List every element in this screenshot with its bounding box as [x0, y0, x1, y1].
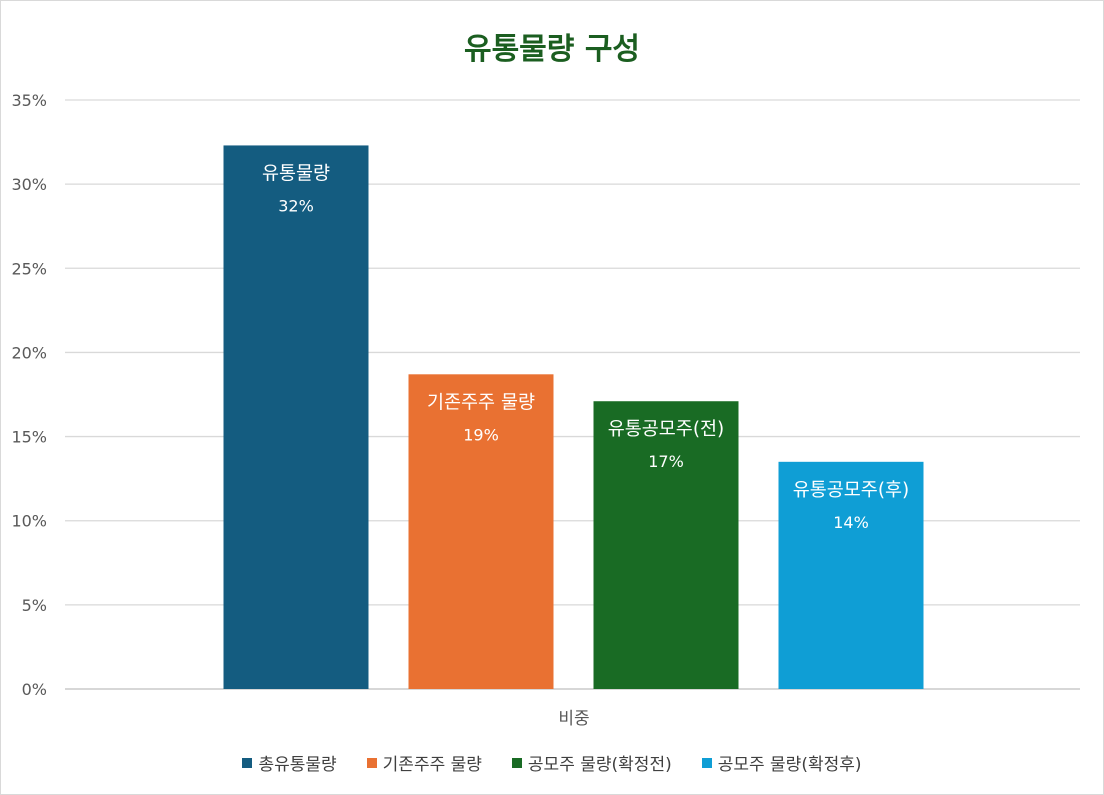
legend-swatch [511, 757, 522, 768]
bar-value-label: 32% [278, 196, 314, 215]
y-tick-label: 35% [11, 91, 47, 110]
bar-1 [223, 145, 369, 690]
legend-label: 공모주 물량(확정전) [527, 755, 672, 775]
bar-value-label: 14% [833, 513, 869, 532]
legend: 총유통물량 기존주주 물량 공모주 물량(확정전) 공모주 물량(확정후) [0, 750, 1104, 775]
x-category-label: 비중 [558, 709, 590, 729]
legend-item: 공모주 물량(확정후) [701, 750, 862, 775]
chart-title: 유통물량 구성 [463, 32, 641, 67]
legend-item: 기존주주 물량 [366, 750, 482, 775]
legend-swatch [242, 757, 253, 768]
y-tick-label: 30% [11, 175, 47, 194]
bar-label: 유통공모주(후) [793, 480, 910, 501]
bar-2 [408, 374, 554, 689]
legend-label: 총유통물량 [258, 755, 337, 775]
legend-swatch [366, 757, 377, 768]
bar-label: 기존주주 물량 [427, 392, 535, 413]
legend-item: 총유통물량 [242, 750, 337, 775]
bar-label: 유통물량 [262, 163, 330, 184]
y-tick-label: 0% [22, 680, 47, 699]
bar-3 [593, 401, 739, 689]
legend-label: 공모주 물량(확정후) [717, 755, 862, 775]
y-tick-label: 15% [11, 428, 47, 447]
y-tick-label: 5% [22, 596, 47, 615]
y-tick-label: 10% [11, 512, 47, 531]
legend-label: 기존주주 물량 [382, 755, 482, 775]
legend-swatch [701, 757, 712, 768]
bar-value-label: 19% [463, 425, 499, 444]
y-tick-label: 20% [11, 343, 47, 362]
bar-label: 유통공모주(전) [608, 419, 725, 440]
bar-value-label: 17% [648, 452, 684, 471]
y-tick-label: 25% [11, 259, 47, 278]
bar-4 [778, 461, 924, 689]
legend-item: 공모주 물량(확정전) [511, 750, 672, 775]
